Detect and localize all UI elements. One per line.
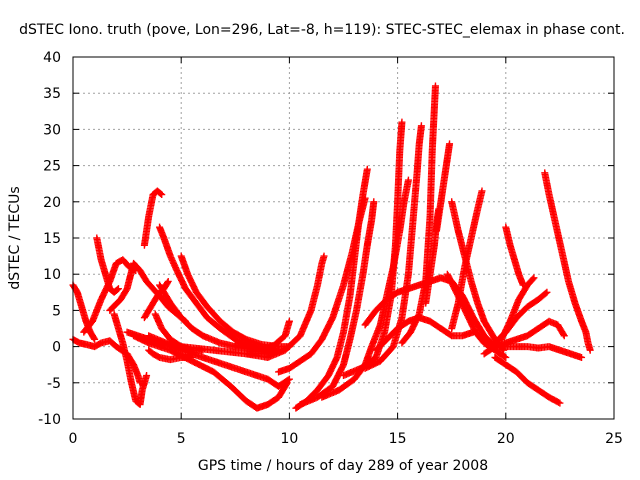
x-tick-label: 0 [69,431,78,447]
data-point [91,335,99,343]
data-point [529,275,537,283]
data-point [90,334,98,342]
series-arc-05 [110,310,151,409]
data-point [578,353,586,361]
data-point [543,288,551,296]
y-tick-label: 5 [52,303,61,319]
y-axis-tick-labels: -10 -5 0 5 10 15 20 25 30 35 40 [38,50,61,428]
data-point [417,122,425,130]
data-point [370,198,378,206]
x-axis-title: GPS time / hours of day 289 of year 2008 [198,458,488,474]
x-tick-label: 20 [497,431,515,447]
series-arc-11 [156,223,283,355]
series-arc-35 [491,288,551,347]
series-arc-17 [231,317,293,353]
y-tick-label: -10 [38,412,61,428]
series-arc-21 [275,194,369,376]
data-point [431,82,439,90]
chart-title: dSTEC Iono. truth (pove, Lon=296, Lat=-8… [19,22,625,38]
data-point [363,165,371,173]
data-point [542,289,550,297]
y-tick-label: 15 [43,231,61,247]
data-point [555,398,563,406]
data-point [164,277,172,285]
series-arc-31 [443,270,510,361]
data-point [586,346,594,354]
y-tick-label: 10 [43,267,61,283]
data-point [501,353,509,361]
series-arc-14 [130,332,291,412]
series-arc-29 [433,140,454,235]
x-tick-label: 5 [177,431,186,447]
y-tick-label: 0 [52,340,61,356]
series-arc-20 [296,198,378,409]
y-tick-label: 30 [43,122,61,138]
data-point [398,118,406,126]
series-arc-37 [491,353,564,407]
data-point [285,317,293,325]
data-point [284,376,292,384]
x-axis-tick-labels: 0 5 10 15 20 25 [69,431,623,447]
series-arc-39 [541,169,594,354]
data-point [530,274,538,282]
data-point [158,191,166,199]
series-arc-38 [491,343,586,361]
x-tick-label: 10 [280,431,298,447]
data-point [285,375,293,383]
series-arc-27 [372,314,477,354]
series-arc-33 [502,223,527,289]
y-axis-title: dSTEC / TECUs [7,186,23,289]
data-point [446,140,454,148]
data-point [157,190,165,198]
data-point [114,285,122,293]
data-point [163,279,171,287]
series-arc-18 [242,252,328,361]
series-arc-08 [140,187,166,249]
axis-ticks [72,56,615,420]
y-tick-label: 40 [43,50,61,66]
y-tick-label: 20 [43,195,61,211]
data-point [560,332,568,340]
data-point [404,176,412,184]
series-arc-25 [398,82,439,347]
data-point [113,286,121,294]
data-series [69,82,594,412]
series-arc-04 [80,256,140,336]
data-point [361,194,369,202]
data-point [559,330,567,338]
x-tick-label: 25 [605,431,623,447]
data-point [502,353,510,361]
data-point [556,399,564,407]
y-tick-label: -5 [47,376,61,392]
y-tick-label: 35 [43,86,61,102]
data-point [478,187,486,195]
data-point [143,372,151,380]
y-tick-label: 25 [43,159,61,175]
data-point [320,252,328,260]
x-tick-label: 15 [389,431,407,447]
